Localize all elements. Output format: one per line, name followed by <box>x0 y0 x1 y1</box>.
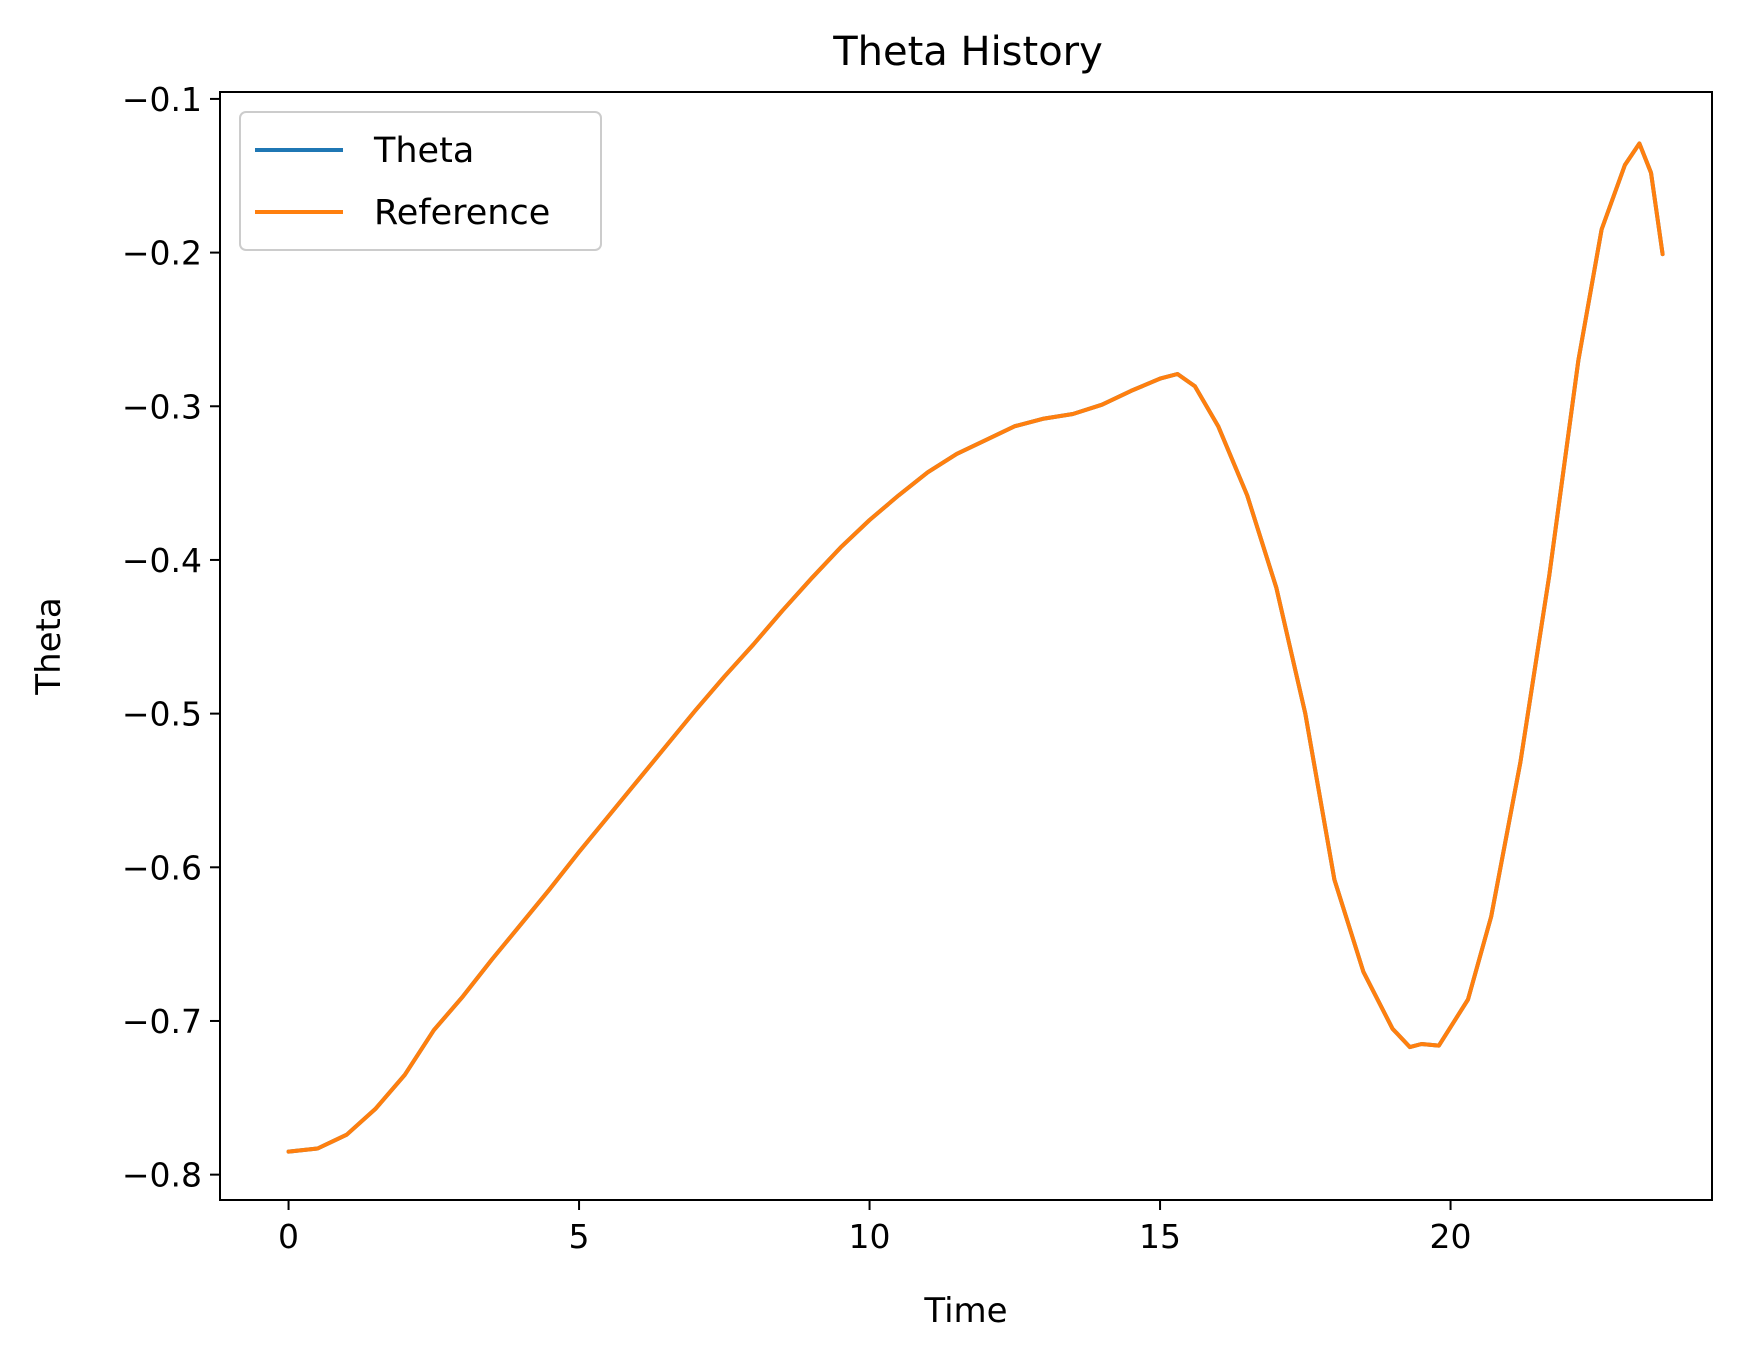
legend: Theta Reference <box>239 111 602 251</box>
x-axis: 0 5 10 15 20 <box>278 1200 1472 1256</box>
x-tick-label: 5 <box>569 1217 590 1256</box>
x-tick-label: 10 <box>849 1217 891 1256</box>
y-tick-label: −0.4 <box>122 541 202 580</box>
y-tick-label: −0.6 <box>122 848 202 887</box>
y-tick-label: −0.7 <box>122 1002 202 1041</box>
y-tick-label: −0.1 <box>122 80 202 119</box>
y-axis-label: Theta <box>29 597 69 695</box>
x-tick-label: 0 <box>278 1217 299 1256</box>
y-tick-label: −0.8 <box>122 1156 202 1195</box>
legend-label-theta: Theta <box>373 131 474 171</box>
y-tick-label: −0.5 <box>122 695 202 734</box>
y-tick-label: −0.3 <box>122 387 202 426</box>
x-tick-label: 20 <box>1430 1217 1472 1256</box>
y-axis: −0.8 −0.7 −0.6 −0.5 −0.4 −0.3 −0.2 −0.1 <box>122 80 220 1195</box>
chart-title: Theta History <box>832 29 1103 75</box>
series-layer <box>286 141 1665 1154</box>
y-tick-label: −0.2 <box>122 234 202 273</box>
series-line-reference <box>286 141 1665 1154</box>
legend-box <box>239 111 602 251</box>
legend-label-reference: Reference <box>374 193 550 233</box>
x-tick-label: 15 <box>1139 1217 1181 1256</box>
plot-frame <box>219 91 1713 1201</box>
x-axis-label: Time <box>923 1291 1007 1331</box>
